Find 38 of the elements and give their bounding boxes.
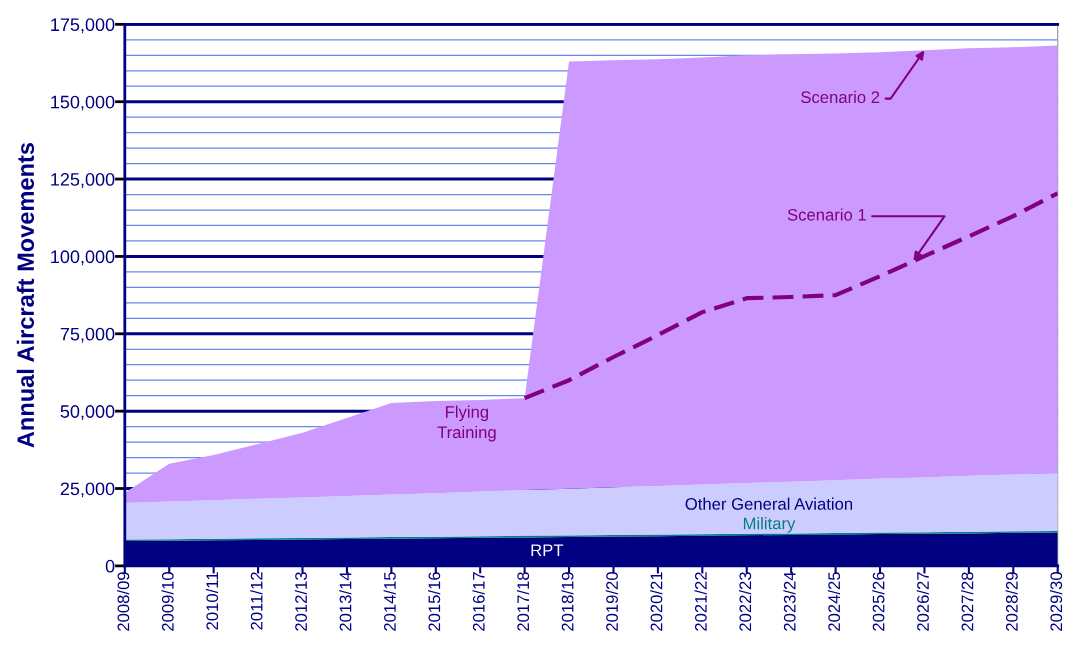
x-tick-label: 2023/24 <box>783 571 796 631</box>
y-tick-label: 100,000 <box>51 250 115 266</box>
y-tick-label: 125,000 <box>51 173 115 188</box>
x-tick-label: 2012/13 <box>294 572 307 631</box>
y-tick-label: 25,000 <box>60 482 115 498</box>
x-tick-label: 2014/15 <box>383 572 396 631</box>
x-tick-label: 2018/19 <box>561 572 574 631</box>
x-tick-label: 2017/18 <box>516 572 530 631</box>
x-tick-label: 2015/16 <box>428 572 441 631</box>
series-label: RPT <box>531 544 564 556</box>
x-tick-label: 2013/14 <box>339 571 352 631</box>
x-tick-label: 2027/28 <box>961 572 974 631</box>
x-tick-label: 2016/17 <box>472 572 485 631</box>
series-label: Other General Aviation <box>685 497 853 510</box>
x-tick-label: 2020/21 <box>650 572 663 631</box>
x-tick-label: 2026/27 <box>916 572 929 631</box>
line-series <box>522 191 1058 401</box>
x-tick-label: 2021/22 <box>694 572 707 631</box>
y-axis-title: Annual Aircraft Movements <box>16 143 35 448</box>
x-tick-label: 2009/10 <box>161 572 174 631</box>
annotation: Scenario 2 <box>801 90 880 104</box>
x-tick-label: 2022/23 <box>738 572 752 631</box>
y-tick-label: 0 <box>105 559 115 573</box>
series-label: Military <box>743 517 796 533</box>
x-tick-label: 2008/09 <box>117 572 130 631</box>
x-tick-label: 2025/26 <box>872 572 885 631</box>
text: Scenario 1 <box>787 208 866 221</box>
x-tick-label: 2010/11 <box>205 572 219 630</box>
x-tick-label: 2011/12 <box>250 572 263 630</box>
x-tick-label: 2019/20 <box>605 572 618 631</box>
y-tick-label: 175,000 <box>51 18 115 34</box>
series-label: Flying Training <box>437 405 496 442</box>
y-tick-label: 50,000 <box>60 405 115 421</box>
y-tick-label: 150,000 <box>51 95 115 111</box>
y-tick-label: 75,000 <box>60 327 115 343</box>
x-tick-label: 2029/30 <box>1049 572 1063 631</box>
x-tick-label: 2028/29 <box>1005 572 1018 631</box>
x-tick-label: 2024/25 <box>827 572 841 631</box>
